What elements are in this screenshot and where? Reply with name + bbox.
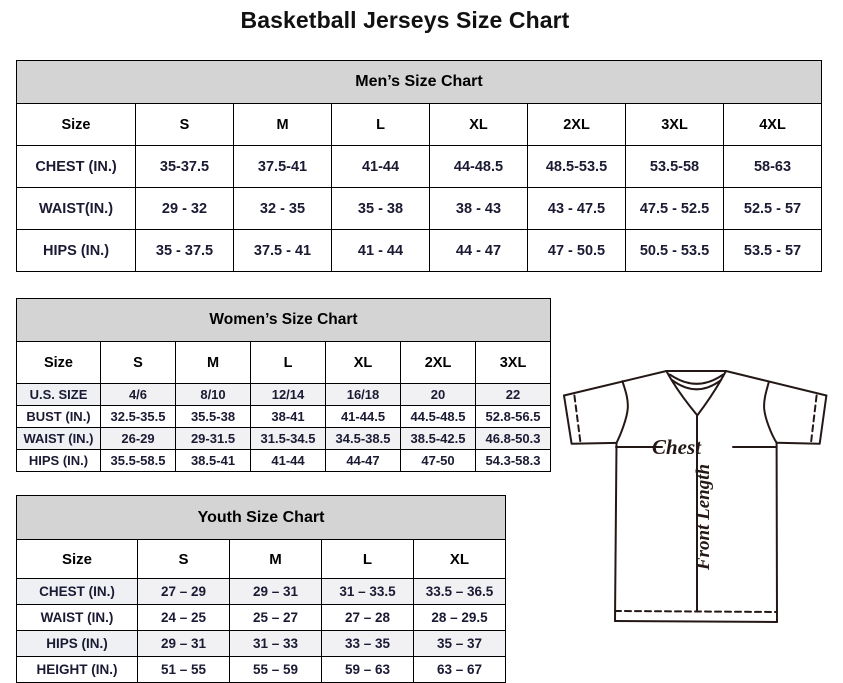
svg-text:Chest: Chest bbox=[652, 435, 702, 459]
svg-text:Front Length: Front Length bbox=[693, 464, 714, 571]
